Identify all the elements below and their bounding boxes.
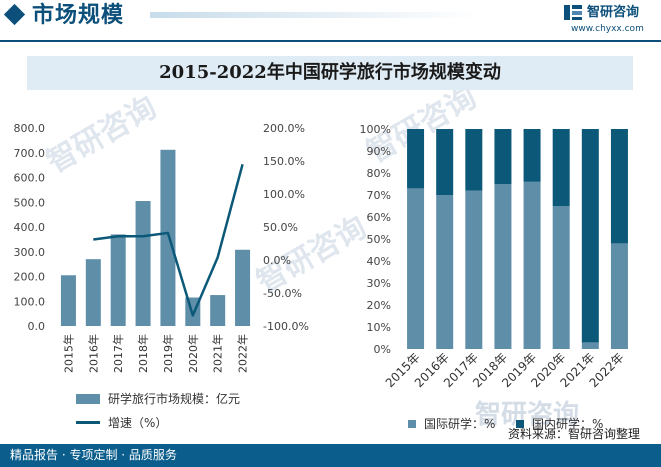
footer-bar: 精品报告 · 专项定制 · 品质服务 xyxy=(0,444,661,467)
header-gradient-bar xyxy=(150,12,480,18)
left-x-tick-label: 2015年 xyxy=(61,334,75,373)
legend-swatch-bar xyxy=(76,393,100,404)
international-share-bar xyxy=(465,190,483,349)
international-share-bar xyxy=(581,342,599,349)
left-y-tick-label: 700.0 xyxy=(14,147,46,160)
right-chart-y-tick-label: 10% xyxy=(367,321,391,334)
brand-name: 智研咨询 xyxy=(587,5,640,20)
right-chart-y-tick-label: 70% xyxy=(367,189,391,202)
legend-label-international: 国际研学：% xyxy=(424,417,496,431)
right-chart-y-tick-label: 30% xyxy=(367,277,391,290)
brand-url: www.chyxx.com xyxy=(571,24,644,34)
international-share-bar xyxy=(407,188,425,349)
legend-swatch-line xyxy=(76,421,100,424)
domestic-share-bar xyxy=(465,129,483,191)
left-y-tick-label: 800.0 xyxy=(14,122,46,135)
market-size-bar xyxy=(85,259,101,326)
international-share-bar xyxy=(552,206,570,349)
domestic-share-bar xyxy=(523,129,541,182)
left-y-tick-label: 100.0 xyxy=(14,295,46,308)
footer-slogan: 精品报告 · 专项定制 · 品质服务 xyxy=(10,448,177,462)
chart-title: 2015-2022年中国研学旅行市场规模变动 xyxy=(159,62,501,83)
right-y-tick-label: 100.0% xyxy=(263,188,305,201)
right-chart-y-tick-label: 40% xyxy=(367,255,391,268)
legend-swatch-domestic xyxy=(516,419,524,428)
legend-label-bar: 研学旅行市场规模：亿元 xyxy=(108,392,241,406)
brand-logo-icon xyxy=(564,5,582,20)
domestic-share-bar xyxy=(436,129,454,195)
left-y-tick-label: 300.0 xyxy=(14,246,46,259)
left-x-tick-label: 2016年 xyxy=(86,334,100,373)
left-x-tick-label: 2019年 xyxy=(161,334,175,373)
legend-item-domestic: 国内研学：% xyxy=(516,415,603,432)
right-chart-y-tick-label: 0% xyxy=(374,343,391,356)
right-y-tick-label: 50.0% xyxy=(263,221,298,234)
international-share-bar xyxy=(436,195,454,349)
market-size-bar xyxy=(135,201,151,326)
right-y-tick-label: 200.0% xyxy=(263,122,305,135)
right-chart-y-tick-label: 60% xyxy=(367,211,391,224)
market-size-bar xyxy=(160,149,176,326)
right-chart-y-tick-label: 80% xyxy=(367,167,391,180)
right-chart-y-tick-label: 20% xyxy=(367,299,391,312)
right-y-tick-label: -100.0% xyxy=(263,320,309,333)
legend-label-domestic: 国内研学：% xyxy=(532,417,604,431)
data-source: 资料来源：智研咨询整理 xyxy=(508,427,641,441)
right-y-tick-label: 150.0% xyxy=(263,155,305,168)
international-share-bar xyxy=(523,181,541,349)
domestic-share-bar xyxy=(407,129,425,189)
left-y-tick-label: 200.0 xyxy=(14,271,46,284)
page-title: 市场规模 xyxy=(32,3,125,28)
left-y-tick-label: 600.0 xyxy=(14,172,46,185)
left-x-tick-label: 2022年 xyxy=(236,334,250,373)
left-y-tick-label: 0.0 xyxy=(28,320,46,333)
legend-label-line: 增速（%） xyxy=(108,416,168,430)
left-y-tick-label: 400.0 xyxy=(14,221,46,234)
header-divider xyxy=(0,40,661,42)
international-share-bar xyxy=(610,243,628,349)
international-share-bar xyxy=(494,184,512,349)
domestic-share-bar xyxy=(552,129,570,206)
legend-item-bar: 研学旅行市场规模：亿元 xyxy=(76,390,240,407)
legend-item-international: 国际研学：% xyxy=(408,415,495,432)
right-chart-y-tick-label: 50% xyxy=(367,233,391,246)
watermark-4: 智研咨询 xyxy=(475,400,580,430)
legend-swatch-international xyxy=(408,419,416,428)
right-y-tick-label: 0.0% xyxy=(263,254,291,267)
growth-rate-line xyxy=(93,163,244,317)
right-y-tick-label: -50.0% xyxy=(263,287,302,300)
left-x-tick-label: 2021年 xyxy=(211,334,225,373)
chart-title-band: 2015-2022年中国研学旅行市场规模变动 xyxy=(27,56,633,90)
left-x-tick-label: 2017年 xyxy=(111,334,125,373)
domestic-share-bar xyxy=(494,129,512,184)
market-size-bar xyxy=(210,295,226,326)
header: 市场规模 智研咨询 www.chyxx.com xyxy=(0,0,661,34)
domestic-share-bar xyxy=(581,129,599,343)
legend-item-line: 增速（%） xyxy=(76,414,167,431)
right-chart-y-tick-label: 90% xyxy=(367,145,391,158)
domestic-share-bar xyxy=(610,129,628,244)
right-chart-y-tick-label: 100% xyxy=(360,123,391,136)
market-size-bar xyxy=(110,234,126,326)
left-x-tick-label: 2018年 xyxy=(136,334,150,373)
market-size-bar xyxy=(60,275,76,326)
left-y-tick-label: 500.0 xyxy=(14,196,46,209)
left-x-tick-label: 2020年 xyxy=(186,334,200,373)
market-size-bar xyxy=(235,249,251,326)
